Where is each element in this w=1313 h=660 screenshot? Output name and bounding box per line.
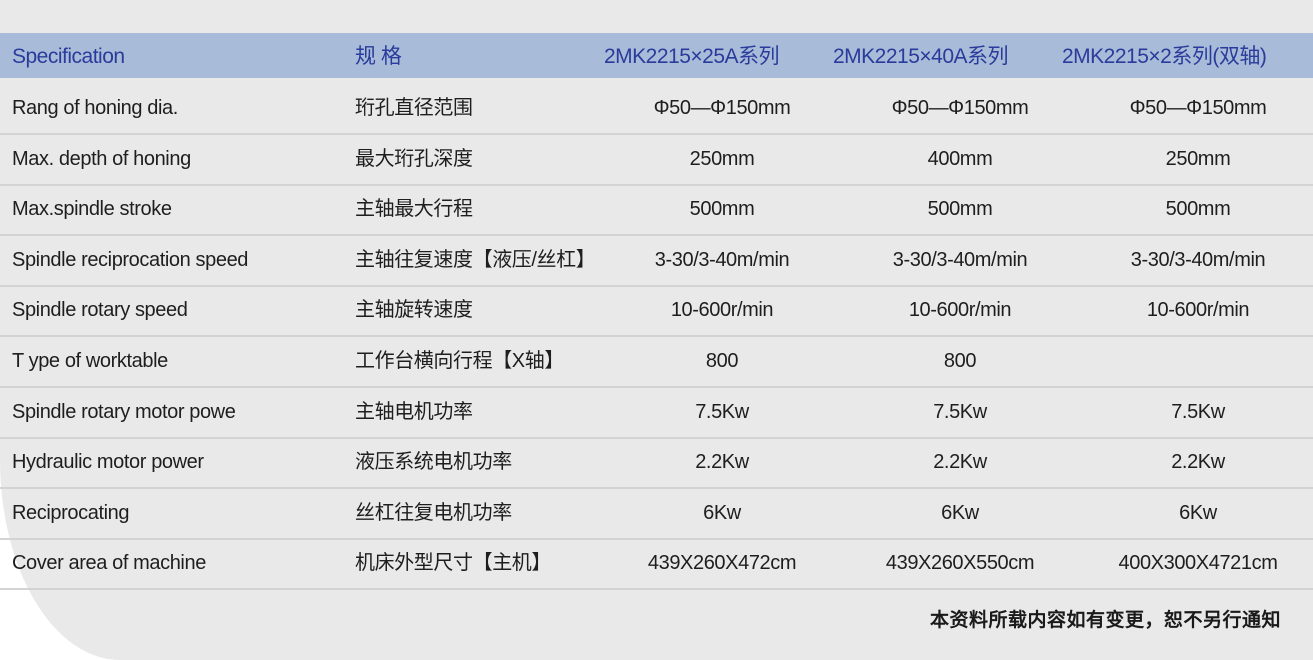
- spec-name-en: Spindle reciprocation speed: [12, 248, 249, 271]
- spec-name-en: T ype of worktable: [12, 350, 168, 372]
- spec-name-cn: 工作台横向行程【X轴】: [355, 350, 564, 372]
- value-model-1: 2.2Kw: [695, 451, 749, 474]
- spec-name-cn: 主轴电机功率: [355, 400, 473, 423]
- spec-name-cn: 丝杠往复电机功率: [355, 501, 512, 524]
- spec-name-en: Max.spindle stroke: [12, 198, 172, 221]
- value-model-2: 500mm: [927, 198, 993, 221]
- table-row: Cover area of machine 机床外型尺寸【主机】 439X260X4…: [0, 538, 1313, 591]
- value-model-2: 400mm: [927, 147, 993, 170]
- value-model-2: 7.5Kw: [933, 400, 987, 423]
- value-model-1: 3-30/3-40m/min: [654, 248, 790, 271]
- value-model-1: 250mm: [689, 147, 755, 170]
- table-row: Hydraulic motor power 液压系统电机功率 2.2Kw 2.2Kw 2…: [0, 437, 1313, 490]
- table-row: Spindle reciprocation speed 主轴往复速度【液压/丝杠】…: [0, 235, 1313, 287]
- spec-name-en: Spindle rotary motor powe: [12, 400, 236, 423]
- value-model-3: Φ50—Φ150mm: [1129, 97, 1267, 119]
- value-model-1: 7.5Kw: [695, 400, 749, 423]
- table-row: Max.spindle stroke 主轴最大行程 500mm 500mm 500mm: [0, 184, 1313, 237]
- value-model-2: 10-600r/min: [908, 299, 1012, 322]
- spec-name-cn: 液压系统电机功率: [355, 451, 512, 474]
- value-model-3: 10-600r/min: [1146, 299, 1250, 322]
- spec-name-cn: 主轴往复速度【液压/丝杠】: [355, 248, 596, 271]
- value-model-2: 6Kw: [941, 501, 979, 524]
- spec-name-cn: 主轴最大行程: [355, 198, 473, 221]
- value-model-1: 10-600r/min: [670, 299, 774, 322]
- header-model-3: 2MK2215×2系列(双轴): [1062, 45, 1267, 68]
- spec-name-en: Max. depth of honing: [12, 147, 191, 170]
- value-model-3: 6Kw: [1179, 501, 1217, 524]
- value-model-1: 800: [705, 350, 739, 372]
- spec-name-en: Cover area of machine: [12, 552, 206, 575]
- spec-name-en: Spindle rotary speed: [12, 299, 188, 322]
- value-model-1: 500mm: [689, 198, 755, 221]
- value-model-1: 6Kw: [703, 501, 741, 524]
- header-spec-cn: 规 格: [355, 45, 402, 68]
- spec-name-en: Hydraulic motor power: [12, 451, 204, 474]
- value-model-3: 3-30/3-40m/min: [1130, 248, 1266, 271]
- spec-name-cn: 珩孔直径范围: [355, 97, 473, 119]
- value-model-1: Φ50—Φ150mm: [653, 97, 791, 119]
- spec-name-en: Reciprocating: [12, 501, 130, 524]
- value-model-1: 439X260X472cm: [647, 552, 797, 575]
- table-row: Spindle rotary speed 主轴旋转速度 10-600r/min 10-…: [0, 285, 1313, 338]
- value-model-3: 400X300X4721cm: [1118, 552, 1278, 575]
- header-model-2: 2MK2215×40A系列: [833, 45, 1009, 68]
- table-row: Rang of honing dia. 珩孔直径范围 Φ50—Φ150mm Φ50—Φ…: [0, 83, 1313, 135]
- value-model-2: Φ50—Φ150mm: [891, 97, 1029, 119]
- spec-name-cn: 机床外型尺寸【主机】: [355, 552, 551, 575]
- value-model-3: 500mm: [1165, 198, 1231, 221]
- footnote: 本资料所载内容如有变更，恕不另行通知: [929, 610, 1281, 631]
- table-row: T ype of worktable 工作台横向行程【X轴】 800 800: [0, 336, 1313, 388]
- value-model-3: 250mm: [1165, 147, 1231, 170]
- value-model-2: 2.2Kw: [933, 451, 987, 474]
- value-model-2: 800: [943, 350, 977, 372]
- table-row: Spindle rotary motor powe 主轴电机功率 7.5Kw 7.5K…: [0, 387, 1313, 439]
- value-model-2: 439X260X550cm: [885, 552, 1035, 575]
- spec-name-cn: 最大珩孔深度: [355, 147, 473, 170]
- header-model-1: 2MK2215×25A系列: [604, 45, 780, 68]
- spec-name-cn: 主轴旋转速度: [355, 299, 473, 322]
- value-model-3: 7.5Kw: [1171, 400, 1225, 423]
- table-header: Specification 规 格 2MK2215×25A系列 2MK2215×…: [0, 33, 1313, 78]
- value-model-3: 2.2Kw: [1171, 451, 1225, 474]
- table-row: Reciprocating 丝杠往复电机功率 6Kw 6Kw 6Kw: [0, 488, 1313, 540]
- header-spec-en: Specification: [12, 45, 125, 68]
- value-model-2: 3-30/3-40m/min: [892, 248, 1028, 271]
- spec-name-en: Rang of honing dia.: [12, 97, 178, 119]
- table-row: Max. depth of honing 最大珩孔深度 250mm 400mm 250m…: [0, 134, 1313, 186]
